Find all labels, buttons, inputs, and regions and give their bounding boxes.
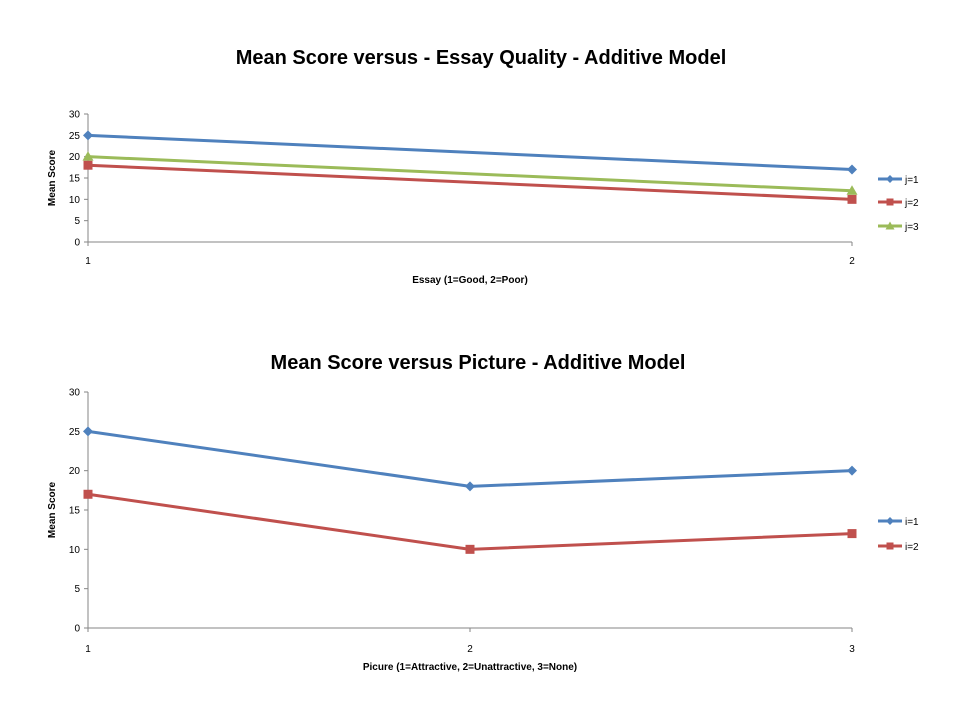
essay-series-line-j1 — [86, 133, 854, 171]
essay-point-j2 — [83, 160, 93, 170]
legend-label-j3: j=3 — [904, 222, 919, 233]
legend-label-i2: i=2 — [905, 542, 919, 553]
essay-y-tick-label: 20 — [69, 152, 81, 163]
legend-item-j2: j=2 — [878, 198, 919, 209]
picture-y-ticks: 0 5 10 15 20 25 30 — [69, 388, 88, 635]
picture-y-tick-label: 30 — [69, 388, 81, 399]
essay-y-tick-label: 5 — [74, 216, 80, 227]
essay-legend: j=1 j=2 j=3 — [878, 175, 919, 233]
picture-y-tick-label: 0 — [74, 624, 80, 635]
essay-y-tick-label: 25 — [69, 131, 81, 142]
picture-y-tick-label: 20 — [69, 466, 81, 477]
picture-x-tick-label: 3 — [849, 644, 855, 655]
picture-y-axis-title: Mean Score — [47, 481, 58, 538]
essay-point-j2 — [847, 194, 857, 204]
essay-y-tick-label: 30 — [69, 110, 81, 121]
essay-point-j1 — [83, 130, 93, 141]
picture-legend: i=1 i=2 — [878, 517, 919, 553]
legend-marker-i1 — [886, 517, 894, 525]
essay-point-j1 — [847, 164, 857, 175]
legend-item-j3: j=3 — [878, 221, 919, 233]
essay-y-tick-label: 0 — [74, 238, 80, 249]
picture-series — [83, 426, 857, 554]
essay-y-ticks: 0 5 10 15 20 25 30 — [69, 110, 88, 249]
picture-x-tick-label: 2 — [467, 644, 473, 655]
essay-chart: Mean Score versus - Essay Quality - Addi… — [47, 47, 919, 286]
picture-x-tick-label: 1 — [85, 644, 91, 655]
essay-x-axis-title: Essay (1=Good, 2=Poor) — [412, 275, 528, 286]
picture-chart: Mean Score versus Picture - Additive Mod… — [47, 352, 919, 673]
picture-series-line-i1 — [86, 429, 854, 488]
essay-series-line-j2 — [86, 163, 854, 201]
legend-marker-j1 — [886, 175, 894, 183]
picture-point-i1 — [465, 481, 475, 492]
picture-point-i1 — [83, 426, 93, 437]
legend-marker-j3 — [885, 221, 895, 230]
legend-marker-i2 — [886, 542, 894, 550]
essay-y-axis-title: Mean Score — [47, 149, 58, 206]
legend-item-j1: j=1 — [878, 175, 919, 186]
essay-y-tick-label: 10 — [69, 195, 81, 206]
legend-item-i2: i=2 — [878, 542, 919, 553]
picture-y-tick-label: 25 — [69, 427, 81, 438]
picture-y-tick-label: 15 — [69, 506, 81, 517]
essay-x-tick-label: 1 — [85, 256, 91, 267]
legend-item-i1: i=1 — [878, 517, 919, 528]
legend-label-j2: j=2 — [904, 198, 919, 209]
legend-marker-j2 — [886, 198, 894, 206]
picture-x-ticks: 1 2 3 — [85, 628, 855, 655]
picture-chart-title: Mean Score versus Picture - Additive Mod… — [271, 352, 686, 374]
picture-point-i1 — [847, 465, 857, 476]
essay-x-tick-label: 2 — [849, 256, 855, 267]
essay-point-j3 — [82, 151, 94, 161]
essay-series-line-j3 — [86, 155, 854, 193]
legend-label-i1: i=1 — [905, 517, 919, 528]
picture-point-i2 — [465, 544, 475, 554]
picture-point-i2 — [83, 489, 93, 499]
essay-y-tick-label: 15 — [69, 174, 81, 185]
picture-series-line-i2 — [86, 492, 854, 551]
essay-chart-title: Mean Score versus - Essay Quality - Addi… — [236, 47, 727, 69]
picture-y-tick-label: 10 — [69, 545, 81, 556]
picture-point-i2 — [847, 529, 857, 539]
essay-point-j3 — [846, 185, 858, 195]
legend-label-j1: j=1 — [904, 175, 919, 186]
picture-y-tick-label: 5 — [74, 584, 80, 595]
picture-x-axis-title: Picure (1=Attractive, 2=Unattractive, 3=… — [363, 662, 577, 673]
essay-series — [82, 130, 858, 204]
